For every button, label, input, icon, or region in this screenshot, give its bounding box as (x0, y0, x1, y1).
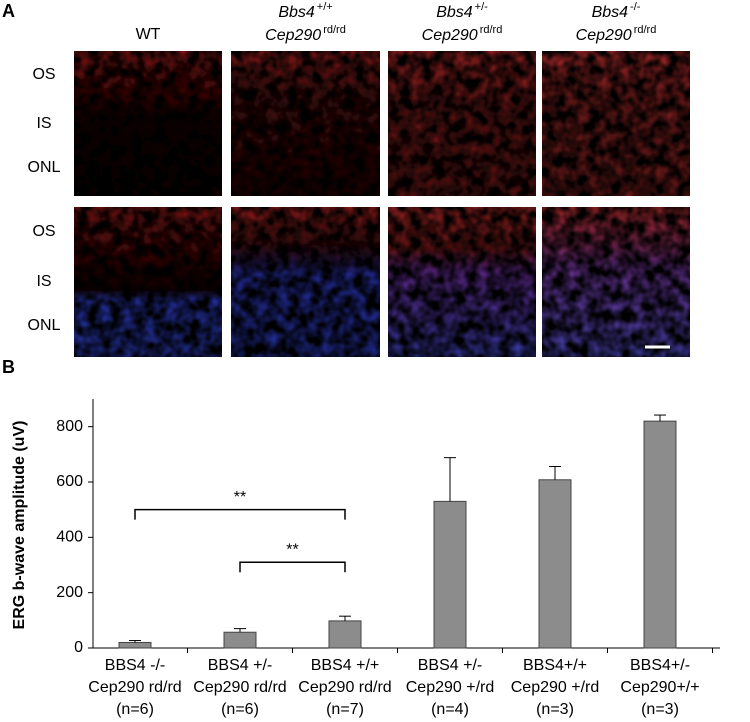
bar (643, 420, 677, 649)
micrograph-stain (388, 51, 536, 196)
x-tick-label: (n=7) (326, 701, 364, 718)
x-tick-label: (n=6) (116, 701, 154, 718)
layer-label: OS (32, 223, 55, 240)
gene-name: Bbs4 (592, 4, 629, 21)
gene-name: Cep290 (576, 27, 632, 44)
column-header: Bbs4 +/+ (278, 1, 332, 21)
error-bar (654, 414, 666, 422)
y-tick-label: 0 (74, 639, 83, 656)
genotype: +/- (475, 1, 488, 13)
x-tick-label: Cep290 +/rd (511, 679, 600, 696)
y-axis-label: ERG b-wave amplitude (uV) (11, 421, 28, 630)
y-tick-label: 400 (56, 529, 83, 546)
micrograph-stain (74, 207, 222, 357)
significance-label: ** (286, 541, 298, 558)
x-tick-label: BBS4 +/+ (311, 657, 380, 674)
column-header: Bbs4 -/- (592, 1, 641, 21)
column-header: Cep290 rd/rd (422, 24, 503, 44)
x-tick-label: (n=3) (536, 701, 574, 718)
genotype: rd/rd (480, 24, 503, 36)
gene-name: Cep290 (422, 27, 478, 44)
x-tick-label: Cep290 rd/rd (88, 679, 181, 696)
y-tick-label: 600 (56, 473, 83, 490)
y-tick-label: 800 (56, 418, 83, 435)
micrograph-stain (74, 51, 222, 196)
layer-label: IS (36, 115, 51, 132)
bar (118, 641, 152, 649)
error-bar (234, 628, 246, 633)
x-tick-label: Cep290 rd/rd (298, 679, 391, 696)
panel-label: A (2, 1, 15, 21)
x-tick-label: BBS4 +/- (208, 657, 272, 674)
x-tick-label: BBS4+/+ (523, 657, 587, 674)
bar (328, 620, 362, 649)
column-header: Cep290 rd/rd (265, 24, 346, 44)
column-header: Cep290 rd/rd (576, 24, 657, 44)
micrograph-stain (388, 207, 536, 357)
panel-label: B (2, 357, 15, 377)
x-tick-label: (n=6) (221, 701, 259, 718)
micrograph-stain (231, 51, 380, 196)
layer-label: OS (32, 66, 55, 83)
micrograph-stain (542, 51, 690, 196)
x-tick-label: Cep290 rd/rd (193, 679, 286, 696)
bar (223, 631, 257, 649)
x-tick-label: BBS4 -/- (105, 657, 165, 674)
x-tick-label: Cep290+/+ (620, 679, 699, 696)
error-bar (444, 457, 456, 502)
significance-bracket (134, 508, 346, 520)
micrograph-stain (542, 207, 690, 357)
layer-label: ONL (28, 317, 61, 334)
x-tick-label: Cep290 +/rd (406, 679, 495, 696)
error-bar (549, 466, 561, 480)
error-bar (339, 615, 351, 621)
x-tick-label: BBS4+/- (630, 657, 690, 674)
genotype: -/- (630, 1, 641, 13)
x-tick-label: (n=4) (431, 701, 469, 718)
bar (538, 479, 572, 649)
significance-bracket (239, 561, 346, 573)
layer-label: IS (36, 273, 51, 290)
micrograph-stain (231, 207, 380, 357)
bar (433, 500, 467, 649)
x-tick-label: BBS4 +/- (418, 657, 482, 674)
gene-name: Bbs4 (436, 4, 473, 21)
layer-label: ONL (28, 159, 61, 176)
panel-b: B ERG b-wave amplitude (uV) 0 200 400 600 800 B… (2, 357, 720, 718)
column-header: WT (136, 26, 161, 43)
gene-name: Bbs4 (278, 4, 315, 21)
genotype: rd/rd (634, 24, 657, 36)
genotype: rd/rd (323, 24, 346, 36)
significance-label: ** (234, 489, 246, 506)
column-header: Bbs4 +/- (436, 1, 488, 21)
y-tick-label: 200 (56, 584, 83, 601)
gene-name: Cep290 (265, 27, 321, 44)
error-bar (129, 640, 141, 643)
genotype: +/+ (317, 1, 333, 13)
x-tick-label: (n=3) (641, 701, 679, 718)
